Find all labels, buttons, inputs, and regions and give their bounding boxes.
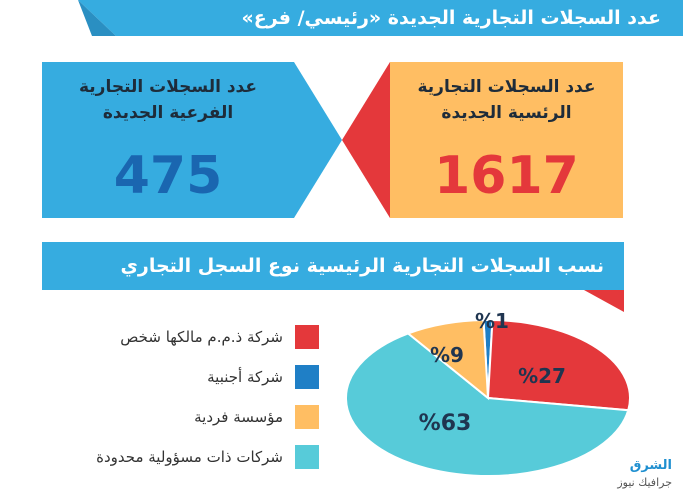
header-ribbon (78, 0, 683, 36)
header-ribbon-shape (78, 0, 683, 36)
pie-slice-sole-proprietorship (406, 319, 490, 401)
pie-label-llc: %63 (419, 411, 472, 436)
branch-label-line2: الفرعية الجديدة (102, 103, 234, 123)
legend-label: شركة أجنبية (207, 368, 283, 386)
legend-item-llc: شركات ذات مسؤولية محدودة (14, 443, 319, 471)
source-sub: جرافيك نيوز (617, 476, 672, 489)
branch-records-box: عدد السجلات التجارية الفرعية الجديدة 475 (42, 62, 294, 218)
branch-records-label: عدد السجلات التجارية الفرعية الجديدة (50, 74, 286, 126)
legend-swatch-red (295, 325, 319, 349)
header-ribbon-notch (78, 0, 116, 36)
main-label-line2: الرئسية الجديدة (441, 103, 572, 123)
legend-swatch-cyan (295, 445, 319, 469)
branch-records-value: 475 (113, 146, 223, 206)
branch-label-line1: عدد السجلات التجارية (78, 77, 257, 97)
pie-slice-llc-single-owner (486, 319, 631, 412)
page-title: عدد السجلات التجارية الجديدة «رئيسي/ فرع… (241, 7, 661, 29)
main-label-line1: عدد السجلات التجارية (417, 77, 596, 97)
source-logo: الشرق جرافيك نيوز (594, 458, 674, 494)
blue-arrow (294, 62, 342, 218)
source-name: الشرق (629, 458, 672, 473)
legend-swatch-orange (295, 405, 319, 429)
subtitle-tail-shape (584, 290, 624, 312)
legend-swatch-dark-blue (295, 365, 319, 389)
legend-label: مؤسسة فردية (194, 408, 283, 426)
legend-label: شركة ذ.م.م مالكها شخص (120, 328, 283, 346)
pie-slice-llc (344, 332, 630, 477)
pie-chart-title: نسب السجلات التجارية الرئيسية نوع السجل … (120, 255, 605, 277)
pie-label-foreign-company: %1 (475, 309, 509, 333)
main-records-value: 1617 (434, 146, 579, 206)
legend-item-sole-proprietorship: مؤسسة فردية (14, 403, 319, 431)
legend-label: شركات ذات مسؤولية محدودة (96, 448, 283, 466)
subtitle-bar: نسب السجلات التجارية الرئيسية نوع السجل … (42, 242, 624, 290)
pie-label-llc-single-owner: %27 (518, 364, 566, 388)
red-arrow (342, 62, 390, 218)
legend-item-llc-single-owner: شركة ذ.م.م مالكها شخص (14, 323, 319, 351)
main-records-box: عدد السجلات التجارية الرئسية الجديدة 161… (390, 62, 623, 218)
pie-label-sole-proprietorship: %9 (430, 343, 464, 367)
legend-item-foreign-company: شركة أجنبية (14, 363, 319, 391)
main-records-label: عدد السجلات التجارية الرئسية الجديدة (398, 74, 615, 126)
